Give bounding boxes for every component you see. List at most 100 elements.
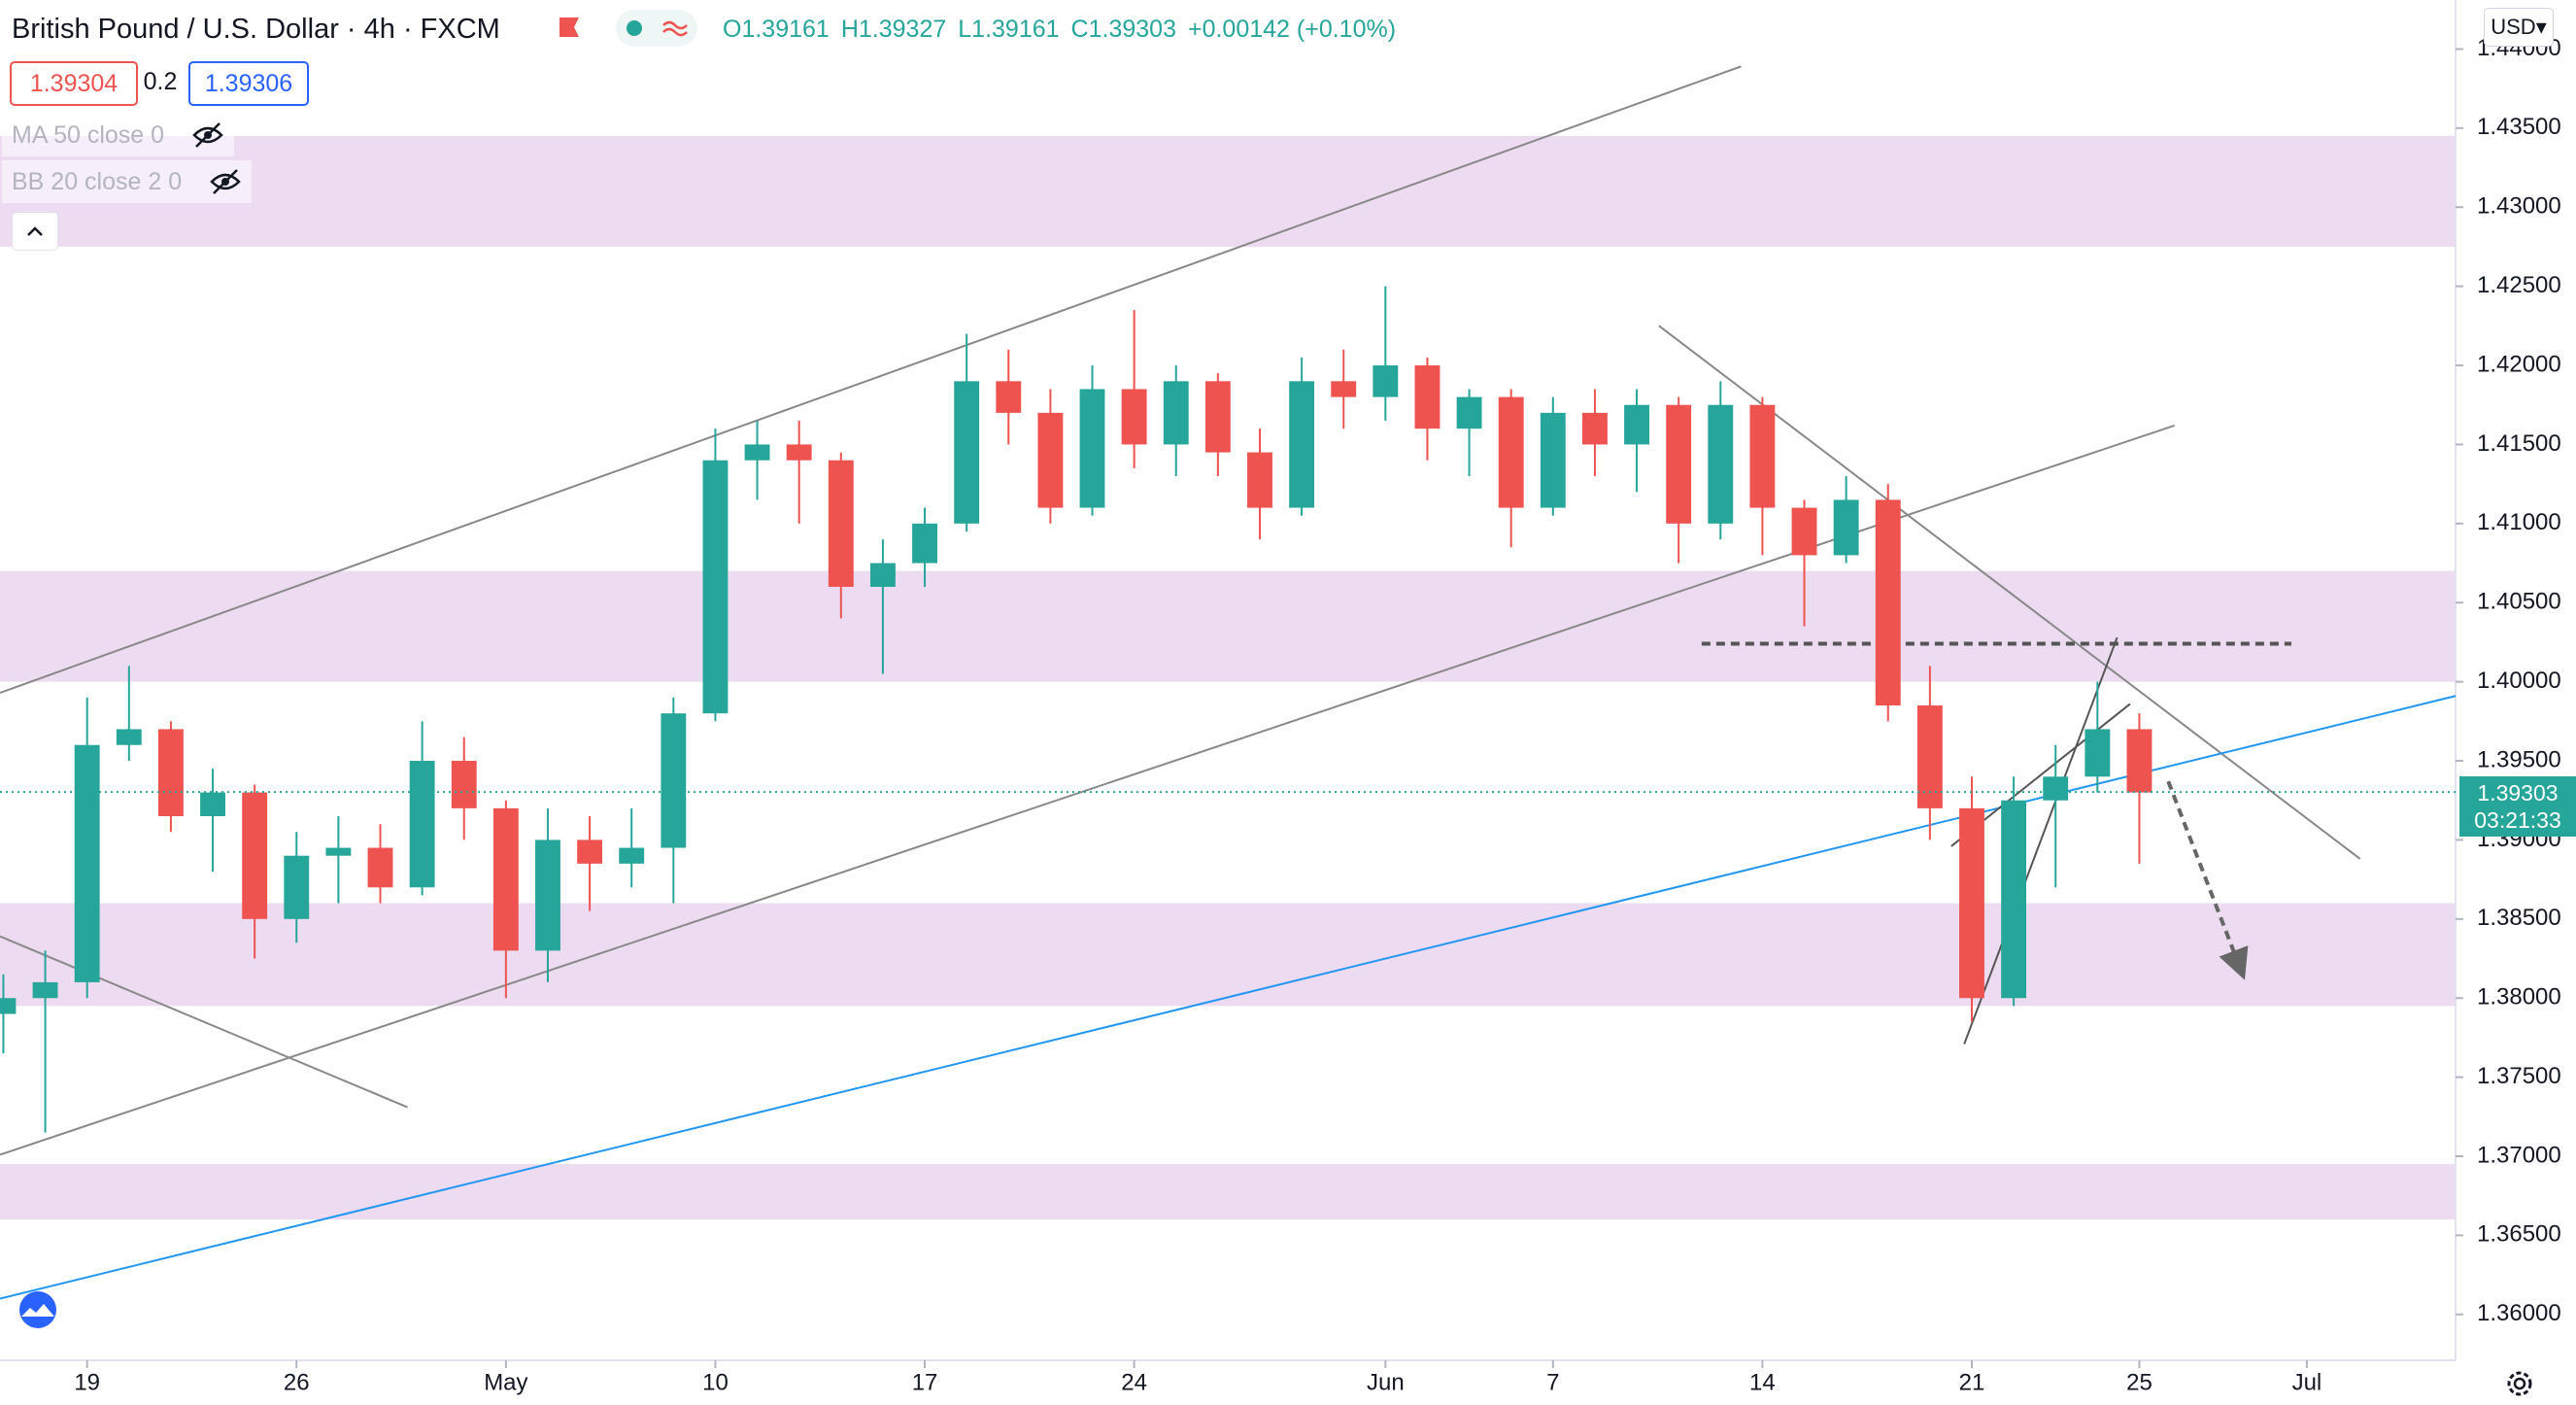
candle-body — [1833, 499, 1859, 556]
candle-body — [1163, 381, 1189, 445]
wave-icon — [662, 20, 688, 37]
market-open-dot — [627, 20, 642, 36]
y-tick-label: 1.37000 — [2477, 1142, 2561, 1168]
candle-body — [954, 381, 980, 524]
y-tick-label: 1.42000 — [2477, 351, 2561, 377]
zone — [0, 136, 2456, 247]
indicator-row[interactable]: BB 20 close 2 0 — [2, 160, 253, 203]
status-pill[interactable] — [616, 10, 697, 47]
x-tick-label: Jun — [1367, 1369, 1405, 1395]
ohlc-value: +0.00142 (+0.10%) — [1187, 15, 1397, 43]
indicator-row[interactable]: MA 50 close 0 — [2, 114, 235, 156]
candle-body — [577, 840, 603, 864]
candle-body — [409, 761, 435, 888]
spread: 0.2 — [143, 67, 178, 95]
ohlc-value: C1.39303 — [1070, 15, 1176, 43]
candle-body — [1540, 412, 1566, 508]
settings-gear[interactable] — [2502, 1366, 2537, 1401]
flag-icon[interactable] — [558, 16, 581, 39]
candle-body — [1079, 389, 1105, 508]
candle-body — [2043, 776, 2069, 801]
x-tick-label: 26 — [284, 1369, 310, 1395]
candle-body — [619, 847, 645, 864]
symbol-title[interactable]: British Pound / U.S. Dollar · 4h · FXCM — [12, 13, 500, 45]
y-tick-label: 1.41500 — [2477, 430, 2561, 457]
candle-body — [200, 792, 225, 816]
candle-body — [912, 523, 937, 564]
candle-body — [1373, 365, 1399, 397]
indicator-label: MA 50 close 0 — [12, 120, 165, 149]
x-tick-label: 10 — [702, 1369, 729, 1395]
candle-body — [1791, 507, 1817, 556]
candle-body — [2001, 800, 2027, 999]
y-tick-label: 1.37500 — [2477, 1063, 2561, 1089]
candle-body — [1749, 404, 1776, 508]
hidden-eye-icon[interactable] — [191, 120, 224, 150]
y-tick-label: 1.43500 — [2477, 114, 2561, 140]
candle-body — [2126, 729, 2152, 793]
y-tick-label: 1.38000 — [2477, 984, 2561, 1011]
candle-body — [367, 847, 393, 888]
x-tick-label: 21 — [1959, 1369, 1985, 1395]
candle-body — [996, 381, 1022, 413]
x-tick-label: 7 — [1546, 1369, 1559, 1395]
countdown: 03:21:33 — [2474, 807, 2561, 834]
candle-body — [1247, 452, 1272, 508]
currency-button[interactable]: USD ▾ — [2484, 8, 2554, 47]
chevron-up — [27, 226, 43, 236]
candle-body — [869, 563, 896, 587]
candle-body — [2085, 729, 2111, 777]
y-tick-label: 1.43000 — [2477, 193, 2561, 220]
candle-body — [242, 792, 268, 919]
x-tick-label: Jul — [2292, 1369, 2322, 1395]
trend-line — [1963, 636, 2118, 1045]
candle-body — [492, 807, 519, 951]
candle-body — [1666, 404, 1692, 524]
indicator-label: BB 20 close 2 0 — [12, 167, 183, 195]
candle-body — [702, 460, 729, 714]
candle-body — [284, 855, 310, 919]
zone — [0, 903, 2456, 1007]
candle-body — [1331, 381, 1357, 397]
candle-body — [744, 444, 770, 461]
y-tick-label: 1.42500 — [2477, 272, 2561, 298]
candle-body — [535, 840, 560, 951]
candle-body — [1414, 365, 1441, 429]
candle-body — [32, 981, 58, 999]
y-tick-label: 1.36500 — [2477, 1221, 2561, 1248]
x-tick-label: May — [484, 1369, 527, 1395]
candle-body — [661, 713, 687, 848]
collapse-button[interactable] — [12, 212, 58, 251]
last-price-label: 1.39303 03:21:33 — [2459, 776, 2576, 838]
trend-line — [0, 935, 408, 1109]
bid-price[interactable]: 1.39304 — [10, 61, 138, 106]
y-tick-label: 1.40000 — [2477, 668, 2561, 694]
candle-body — [828, 460, 854, 587]
candle-body — [1204, 381, 1231, 453]
tradingview-logo[interactable] — [14, 1290, 62, 1329]
y-tick-label: 1.40500 — [2477, 589, 2561, 615]
y-tick-label: 1.38500 — [2477, 905, 2561, 931]
candle-body — [116, 729, 142, 745]
trend-line — [0, 65, 1742, 694]
candle-body — [1875, 499, 1901, 706]
ohlc-legend: O1.39161 H1.39327 L1.39161 C1.39303 +0.00142… — [723, 12, 1396, 47]
ask-price[interactable]: 1.39306 — [188, 61, 309, 106]
candle-body — [0, 998, 17, 1014]
ohlc-value: H1.39327 — [840, 15, 947, 43]
candle-body — [786, 444, 812, 461]
candle-body — [1959, 807, 1984, 999]
trend-line — [1658, 325, 2361, 860]
zone — [0, 1164, 2456, 1220]
candle-body — [1498, 396, 1524, 508]
candle-body — [1581, 412, 1608, 445]
y-tick-label: 1.39500 — [2477, 746, 2561, 772]
x-tick-label: 25 — [2126, 1369, 2152, 1395]
x-tick-label: 24 — [1121, 1369, 1147, 1395]
y-tick-label: 1.41000 — [2477, 509, 2561, 535]
candle-body — [1624, 404, 1649, 445]
ohlc-value: L1.39161 — [958, 15, 1060, 43]
hidden-eye-icon[interactable] — [209, 167, 242, 196]
